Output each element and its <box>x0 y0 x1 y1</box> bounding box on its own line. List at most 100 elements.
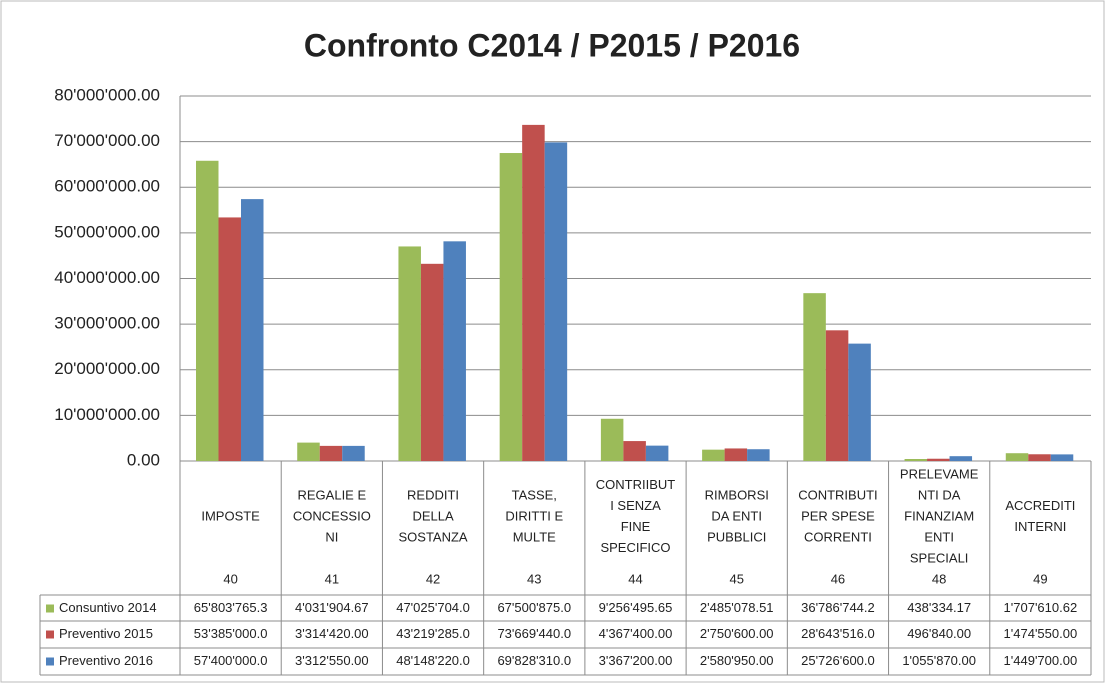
bar <box>1005 453 1029 461</box>
category-label: REGALIE E <box>298 487 367 502</box>
table-value: 496'840.00 <box>907 626 971 641</box>
table-value: 48'148'220.0 <box>396 653 470 668</box>
table-value: 438'334.17 <box>907 600 971 615</box>
bar <box>927 458 950 461</box>
category-label: IMPOSTE <box>201 508 260 523</box>
bar <box>747 449 770 461</box>
bar <box>218 217 241 461</box>
bar <box>544 142 568 462</box>
category-label: REDDITI <box>407 487 459 502</box>
y-tick-label: 40'000'000.00 <box>54 268 160 287</box>
category-label: SPECIFICO <box>600 540 670 555</box>
legend-label: Preventivo 2015 <box>59 626 153 641</box>
category-label: CONTRIIBUT <box>596 477 676 492</box>
bar <box>1028 454 1051 461</box>
bar <box>1050 454 1074 461</box>
legend-swatch <box>46 630 54 639</box>
bar <box>600 418 624 461</box>
y-tick-label: 20'000'000.00 <box>54 359 160 378</box>
bar <box>825 330 849 461</box>
legend-label: Consuntivo 2014 <box>59 600 157 615</box>
category-code: 41 <box>325 571 339 586</box>
bar <box>623 441 646 461</box>
table-value: 4'031'904.67 <box>295 600 369 615</box>
category-label: PUBBLICI <box>707 529 766 544</box>
table-value: 65'803'765.3 <box>194 600 268 615</box>
bar <box>398 246 421 461</box>
bar <box>319 445 343 461</box>
bar <box>904 459 928 461</box>
bar <box>342 445 365 461</box>
table-value: 2'485'078.51 <box>700 600 774 615</box>
category-code: 42 <box>426 571 440 586</box>
table-value: 28'643'516.0 <box>801 626 875 641</box>
bar <box>949 456 973 461</box>
table-value: 57'400'000.0 <box>194 653 268 668</box>
category-code: 43 <box>527 571 541 586</box>
category-label: DELLA <box>412 508 454 523</box>
category-code: 45 <box>729 571 743 586</box>
bar <box>803 293 826 461</box>
table-value: 69'828'310.0 <box>497 653 571 668</box>
table-value: 3'367'200.00 <box>599 653 673 668</box>
table-value: 67'500'875.0 <box>497 600 571 615</box>
table-value: 53'385'000.0 <box>194 626 268 641</box>
bar <box>645 445 669 461</box>
table-value: 43'219'285.0 <box>396 626 470 641</box>
category-code: 46 <box>831 571 845 586</box>
bar <box>297 442 320 461</box>
bar <box>196 160 219 461</box>
y-tick-label: 50'000'000.00 <box>54 222 160 241</box>
category-code: 44 <box>628 571 642 586</box>
legend-swatch <box>46 604 54 613</box>
category-label: DA ENTI <box>711 508 762 523</box>
bar <box>420 263 444 461</box>
category-label: RIMBORSI <box>705 487 769 502</box>
table-value: 1'474'550.00 <box>1004 626 1078 641</box>
bar <box>499 153 523 461</box>
category-label: TASSE, <box>512 487 557 502</box>
table-value: 3'314'420.00 <box>295 626 369 641</box>
legend-label: Preventivo 2016 <box>59 653 153 668</box>
category-label: DIRITTI E <box>505 508 563 523</box>
category-label: INTERNI <box>1014 519 1066 534</box>
category-label: CONTRIBUTI <box>798 487 877 502</box>
category-label: CONCESSIO <box>293 508 371 523</box>
category-label: CORRENTI <box>804 529 872 544</box>
bar <box>522 124 545 461</box>
category-label: SPECIALI <box>910 550 969 565</box>
category-label: NI <box>325 529 338 544</box>
y-tick-label: 0.00 <box>127 450 160 469</box>
bar <box>241 199 264 462</box>
table-value: 73'669'440.0 <box>497 626 571 641</box>
table-value: 47'025'704.0 <box>396 600 470 615</box>
category-label: I SENZA <box>610 498 661 513</box>
bar <box>848 343 871 461</box>
bar <box>443 241 466 461</box>
bar <box>702 449 725 461</box>
category-label: MULTE <box>513 529 556 544</box>
table-value: 1'449'700.00 <box>1004 653 1078 668</box>
table-value: 3'312'550.00 <box>295 653 369 668</box>
table-value: 9'256'495.65 <box>599 600 673 615</box>
legend-swatch <box>46 657 54 666</box>
y-tick-label: 30'000'000.00 <box>54 314 160 333</box>
table-value: 4'367'400.00 <box>599 626 673 641</box>
table-value: 1'055'870.00 <box>902 653 976 668</box>
category-code: 49 <box>1033 571 1047 586</box>
category-label: NTI DA <box>918 487 961 502</box>
category-label: FINANZIAM <box>904 508 974 523</box>
category-label: PRELEVAME <box>900 466 979 481</box>
category-label: PER SPESE <box>801 508 875 523</box>
category-label: SOSTANZA <box>399 529 468 544</box>
category-label: ENTI <box>924 529 954 544</box>
bar <box>724 448 748 461</box>
chart-title: Confronto C2014 / P2015 / P2016 <box>304 27 800 63</box>
table-value: 1'707'610.62 <box>1004 600 1078 615</box>
y-tick-label: 80'000'000.00 <box>54 85 160 104</box>
table-value: 25'726'600.0 <box>801 653 875 668</box>
y-tick-label: 10'000'000.00 <box>54 405 160 424</box>
category-label: ACCREDITI <box>1005 498 1075 513</box>
y-tick-label: 60'000'000.00 <box>54 177 160 196</box>
